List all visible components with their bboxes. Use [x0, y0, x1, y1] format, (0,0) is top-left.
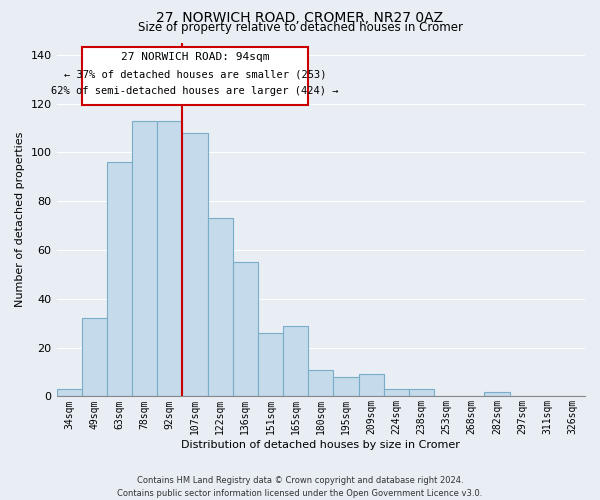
FancyBboxPatch shape: [82, 48, 308, 104]
Bar: [182, 133, 208, 396]
Bar: [308, 370, 334, 396]
Bar: [56, 389, 82, 396]
Text: 62% of semi-detached houses are larger (424) →: 62% of semi-detached houses are larger (…: [51, 86, 338, 97]
Text: 27 NORWICH ROAD: 94sqm: 27 NORWICH ROAD: 94sqm: [121, 52, 269, 62]
Text: Size of property relative to detached houses in Cromer: Size of property relative to detached ho…: [137, 21, 463, 34]
Bar: [233, 262, 258, 396]
Bar: [132, 120, 157, 396]
Bar: [359, 374, 383, 396]
Bar: [82, 318, 107, 396]
Bar: [409, 389, 434, 396]
Bar: [107, 162, 132, 396]
Bar: [484, 392, 509, 396]
Bar: [208, 218, 233, 396]
Bar: [283, 326, 308, 396]
Bar: [383, 389, 409, 396]
Bar: [157, 120, 182, 396]
Text: ← 37% of detached houses are smaller (253): ← 37% of detached houses are smaller (25…: [64, 70, 326, 80]
Text: 27, NORWICH ROAD, CROMER, NR27 0AZ: 27, NORWICH ROAD, CROMER, NR27 0AZ: [157, 11, 443, 25]
Y-axis label: Number of detached properties: Number of detached properties: [15, 132, 25, 307]
X-axis label: Distribution of detached houses by size in Cromer: Distribution of detached houses by size …: [181, 440, 460, 450]
Bar: [258, 333, 283, 396]
Bar: [334, 377, 359, 396]
Text: Contains HM Land Registry data © Crown copyright and database right 2024.
Contai: Contains HM Land Registry data © Crown c…: [118, 476, 482, 498]
